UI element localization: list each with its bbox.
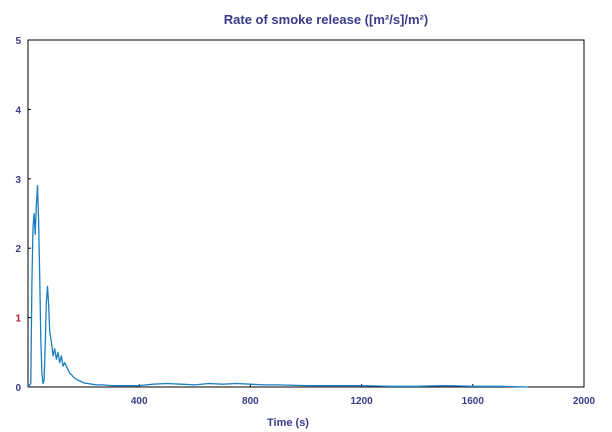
x-tick-label: 1600 (462, 396, 485, 407)
y-tick-label: 4 (15, 105, 21, 116)
plot-area (27, 39, 585, 388)
x-axis-title: Time (s) (267, 417, 309, 429)
y-axis: 0 1 2 3 4 5 (15, 36, 31, 394)
y-tick-label: 3 (15, 175, 21, 186)
series-layer (27, 185, 529, 388)
x-tick-label: 1200 (350, 396, 373, 407)
chart-title: Rate of smoke release ([m²/s]/m²) (224, 12, 428, 27)
x-tick-label: 800 (242, 396, 259, 407)
y-tick-label: 2 (15, 244, 21, 255)
y-tick-label: 1 (15, 314, 21, 325)
y-tick-label: 5 (15, 36, 21, 47)
y-tick-label: 0 (15, 383, 21, 394)
smoke-release-line (27, 185, 529, 388)
x-tick-label: 400 (131, 396, 148, 407)
x-tick-label: 2000 (573, 396, 596, 407)
